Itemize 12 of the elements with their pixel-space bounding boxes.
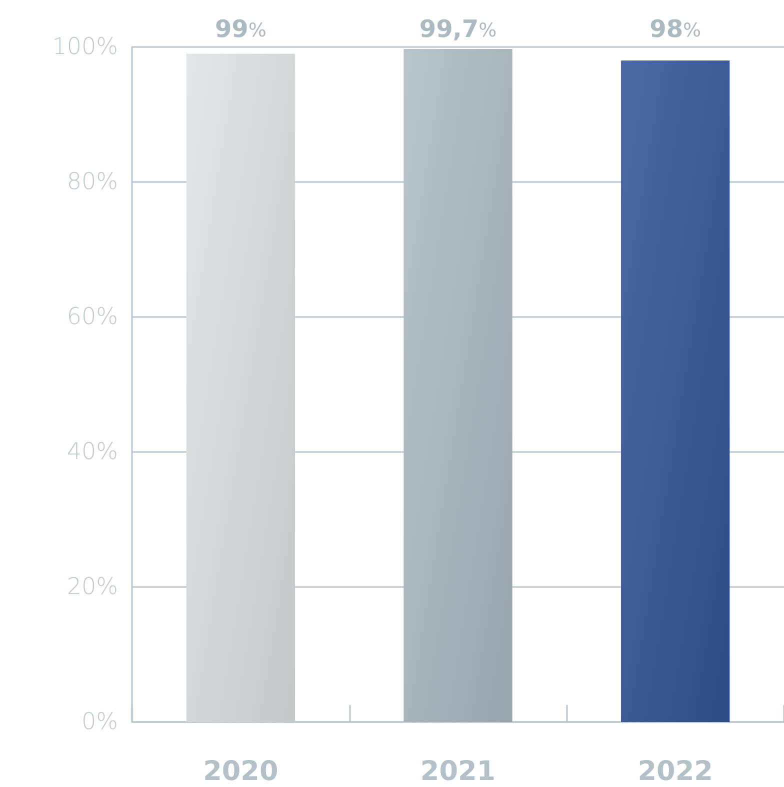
y-tick-label: 40% bbox=[66, 439, 118, 465]
data-label: 99% bbox=[214, 15, 266, 43]
y-tick-label: 60% bbox=[66, 304, 118, 330]
x-tick-label: 2021 bbox=[420, 756, 496, 787]
data-label: 98% bbox=[650, 15, 702, 43]
x-tick-label: 2022 bbox=[638, 756, 713, 787]
y-tick-label: 80% bbox=[66, 169, 118, 195]
y-tick-label: 100% bbox=[52, 34, 118, 60]
data-label: 99,7% bbox=[419, 15, 497, 43]
y-tick-label: 20% bbox=[66, 574, 118, 600]
y-tick-label: 0% bbox=[82, 709, 118, 735]
x-tick-label: 2020 bbox=[203, 756, 278, 787]
